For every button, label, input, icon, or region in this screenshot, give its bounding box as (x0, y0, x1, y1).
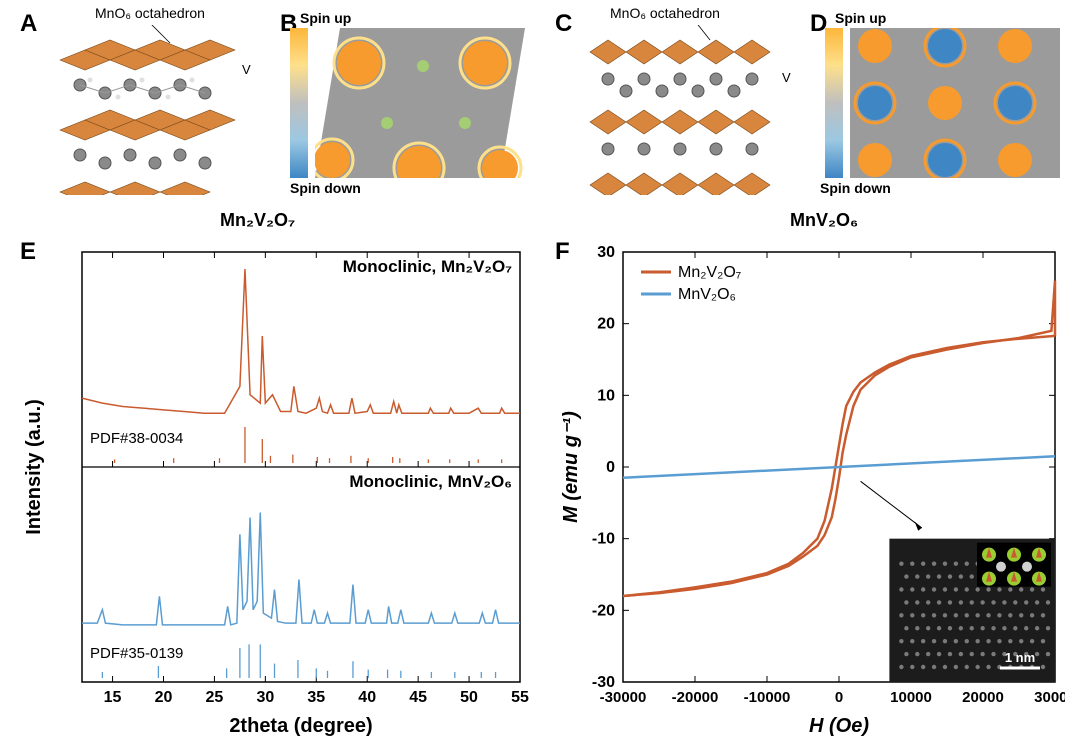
svg-text:10: 10 (597, 387, 615, 404)
svg-text:30000: 30000 (1034, 689, 1065, 706)
svg-text:20: 20 (597, 316, 615, 333)
svg-text:Monoclinic, MnV₂O₆: Monoclinic, MnV₂O₆ (349, 472, 512, 491)
svg-text:2theta (degree): 2theta (degree) (229, 715, 372, 737)
svg-text:-20000: -20000 (672, 689, 719, 706)
svg-text:15: 15 (104, 689, 122, 706)
svg-text:-20: -20 (592, 602, 615, 619)
svg-text:30: 30 (597, 244, 615, 261)
panel-e-chart: 15 20 25 30 35 40 45 50 55 2theta (degree) Intensi… (20, 240, 530, 740)
compound-left: Mn₂V₂O₇ (220, 210, 295, 231)
svg-text:M (emu g⁻¹): M (emu g⁻¹) (560, 411, 582, 523)
panel-b-colorbar (290, 28, 308, 178)
svg-text:Monoclinic, Mn₂V₂O₇: Monoclinic, Mn₂V₂O₇ (343, 257, 512, 276)
panel-c-annotation1: MnO₆ octahedron (610, 5, 720, 21)
svg-text:0: 0 (606, 459, 615, 476)
svg-text:30: 30 (256, 689, 274, 706)
panel-c-v-label: V (782, 70, 791, 85)
panel-f-chart: -30000 -20000 -10000 0 10000 20000 30000 -30 -20… (555, 240, 1065, 740)
svg-text:45: 45 (409, 689, 427, 706)
panel-b-spinup: Spin up (300, 10, 351, 26)
panel-b-spindown: Spin down (290, 180, 361, 196)
svg-text:1 nm: 1 nm (1005, 650, 1035, 665)
svg-text:Intensity (a.u.): Intensity (a.u.) (23, 399, 45, 535)
svg-text:20000: 20000 (962, 689, 1004, 706)
panel-d-spindown: Spin down (820, 180, 891, 196)
panel-c-structure (575, 25, 785, 195)
svg-text:35: 35 (307, 689, 325, 706)
compound-right: MnV₂O₆ (790, 210, 858, 231)
panel-d-colorbar (825, 28, 843, 178)
svg-text:-10000: -10000 (744, 689, 791, 706)
svg-text:PDF#35-0139: PDF#35-0139 (90, 645, 183, 662)
panel-a-annotation1: MnO₆ octahedron (95, 5, 205, 21)
svg-text:25: 25 (206, 689, 224, 706)
svg-text:50: 50 (460, 689, 478, 706)
panel-label-a: A (20, 10, 37, 38)
svg-text:20: 20 (155, 689, 173, 706)
svg-text:H (Oe): H (Oe) (809, 715, 869, 737)
svg-text:10000: 10000 (890, 689, 932, 706)
svg-text:-10: -10 (592, 531, 615, 548)
svg-text:-30000: -30000 (600, 689, 647, 706)
svg-text:-30: -30 (592, 674, 615, 691)
panel-d-spinup: Spin up (835, 10, 886, 26)
panel-b-map (315, 28, 525, 178)
panel-d-map (850, 28, 1060, 178)
svg-text:Mn₂V₂O₇: Mn₂V₂O₇ (678, 264, 741, 281)
svg-text:55: 55 (511, 689, 529, 706)
svg-text:MnV₂O₆: MnV₂O₆ (678, 286, 736, 303)
svg-text:0: 0 (835, 689, 843, 706)
svg-text:PDF#38-0034: PDF#38-0034 (90, 430, 183, 447)
panel-label-c: C (555, 10, 572, 38)
panel-a-v-label: V (242, 62, 251, 77)
svg-text:40: 40 (358, 689, 376, 706)
panel-a-structure (40, 25, 260, 195)
